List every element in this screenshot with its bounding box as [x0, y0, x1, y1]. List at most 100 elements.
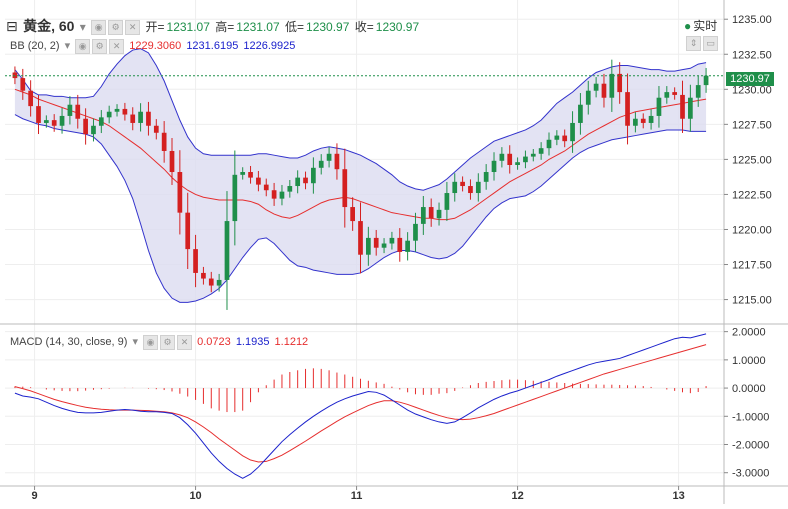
- candle-body: [146, 111, 151, 126]
- macd-line: [14, 333, 707, 479]
- candle-body: [193, 249, 198, 273]
- candle-body: [475, 181, 481, 194]
- candle-body: [468, 186, 473, 194]
- candle-body: [436, 209, 442, 219]
- candle-body: [365, 237, 371, 255]
- candle-body: [373, 237, 379, 248]
- candle-body: [256, 177, 261, 185]
- candle-body: [428, 207, 434, 219]
- candle-body: [562, 135, 568, 142]
- settings-icon[interactable]: ⚙: [108, 20, 124, 36]
- candle-body: [59, 115, 65, 126]
- price-tick-label: 1225.00: [732, 154, 772, 166]
- candle-body: [625, 92, 630, 126]
- macd-settings-icon[interactable]: ⚙: [160, 335, 176, 350]
- maximize-pane-icon[interactable]: ⇕: [686, 36, 701, 52]
- candle-body: [43, 120, 49, 123]
- candle-body: [688, 97, 693, 119]
- macd-indicator: [14, 333, 707, 479]
- candle-body: [185, 212, 191, 250]
- candle-body: [67, 104, 73, 116]
- symbol-header: ⊟ 黄金, 60 ▾ ◉ ⚙ ✕ 开= 1231.07 高= 1231.07 低= 123…: [6, 16, 421, 36]
- candle-body: [287, 186, 293, 192]
- candle-body: [153, 125, 159, 133]
- candle-body: [507, 153, 513, 165]
- macd-tick-label: 1.0000: [732, 355, 766, 367]
- high-value: 1231.07: [236, 20, 280, 34]
- candle-body: [138, 111, 143, 123]
- candle-body: [413, 223, 418, 241]
- symbol-dropdown-icon[interactable]: ▾: [79, 20, 86, 34]
- candle-body: [130, 114, 136, 123]
- price-tick-label: 1220.00: [732, 224, 772, 236]
- candle-body: [169, 150, 175, 173]
- candle-body: [318, 160, 324, 168]
- macd-eye-icon[interactable]: ◉: [143, 335, 159, 350]
- time-tick-label: 9: [31, 490, 37, 502]
- bb-eye-icon[interactable]: ◉: [75, 39, 91, 54]
- macd-tick-label: -1.0000: [732, 411, 769, 423]
- candle-body: [483, 172, 489, 182]
- bb-dropdown-icon[interactable]: ▾: [64, 40, 71, 53]
- candle-body: [397, 237, 403, 252]
- candle-body: [248, 172, 253, 178]
- time-tick-label: 11: [351, 490, 363, 502]
- candle-body: [75, 104, 81, 119]
- pane-controls: ⇕ ▭: [686, 36, 720, 52]
- candle-body: [295, 177, 301, 187]
- candle-body: [420, 207, 426, 224]
- candle-body: [570, 122, 575, 142]
- macd-dropdown-icon[interactable]: ▾: [132, 336, 138, 349]
- realtime-label: 实时: [693, 19, 718, 33]
- candle-body: [350, 207, 356, 222]
- candle-body: [240, 172, 246, 175]
- candle-body: [601, 83, 607, 98]
- price-tick-label: 1217.50: [732, 260, 772, 272]
- macd-line-value: 1.1935: [235, 336, 270, 349]
- macd-tick-label: -2.0000: [732, 440, 769, 452]
- macd-close-icon[interactable]: ✕: [177, 335, 193, 350]
- candle-body: [695, 85, 701, 98]
- candle-body: [530, 153, 536, 157]
- open-label: 开=: [145, 20, 165, 34]
- realtime-status[interactable]: ● 实时: [684, 17, 719, 34]
- candle-body: [444, 193, 450, 210]
- candle-body: [609, 73, 615, 98]
- candle-body: [83, 118, 88, 135]
- bb-middle-value: 1229.3060: [129, 40, 182, 53]
- macd-tick-label: -3.0000: [732, 468, 769, 480]
- candle-body: [538, 148, 544, 154]
- bb-upper-value: 1231.6195: [186, 40, 239, 53]
- price-tick-label: 1230.00: [732, 84, 772, 96]
- candle-body: [499, 153, 505, 161]
- candle-body: [224, 221, 230, 280]
- chart-menu-icon[interactable]: ⊟: [6, 18, 18, 34]
- time-tick-label: 10: [189, 490, 201, 502]
- low-label: 低=: [285, 20, 305, 34]
- symbol-label: 黄金, 60: [23, 18, 75, 34]
- bb-legend-label: BB (20, 2): [10, 40, 60, 53]
- candle-body: [216, 279, 222, 286]
- candle-body: [91, 125, 96, 135]
- candle-body: [98, 117, 104, 126]
- close-icon[interactable]: ✕: [125, 20, 141, 36]
- collapse-pane-icon[interactable]: ▭: [703, 36, 718, 52]
- candle-body: [51, 120, 57, 126]
- candle-body: [703, 75, 709, 86]
- open-value: 1231.07: [166, 20, 210, 34]
- bb-close-icon[interactable]: ✕: [109, 39, 125, 54]
- candle-body: [232, 174, 238, 222]
- bb-settings-icon[interactable]: ⚙: [92, 39, 108, 54]
- time-tick-label: 12: [511, 490, 523, 502]
- candle-body: [515, 162, 520, 165]
- candlesticks: [5, 59, 724, 310]
- candle-body: [593, 83, 599, 91]
- candle-body: [208, 278, 214, 286]
- eye-icon[interactable]: ◉: [91, 20, 107, 36]
- candle-body: [617, 73, 623, 93]
- close-value: 1230.97: [375, 20, 420, 34]
- low-value: 1230.97: [306, 20, 350, 34]
